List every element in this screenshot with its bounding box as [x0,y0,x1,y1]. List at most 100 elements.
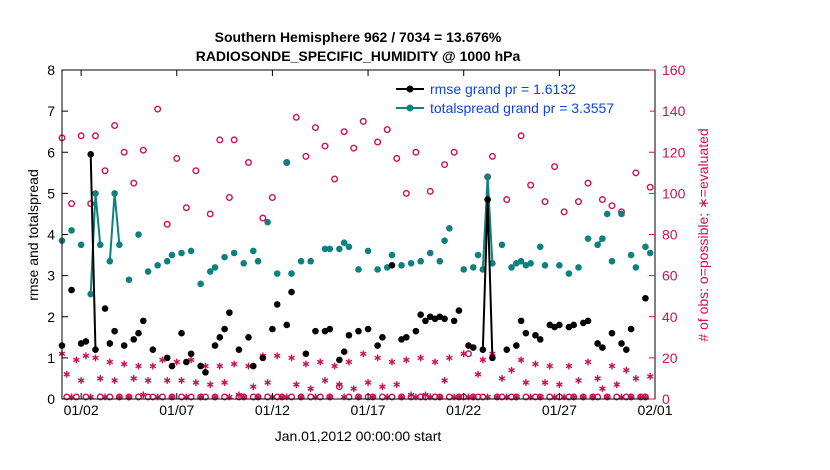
rmse-point [489,354,496,362]
obs-possible-point [498,393,506,401]
totalspread-point [575,264,582,271]
obs-evaluated-point [82,352,90,360]
rmse-point [484,196,491,203]
obs-possible-point [388,393,396,401]
totalspread-point [163,257,171,265]
rmse-point [235,346,243,353]
obs-possible-point [106,393,114,401]
x-tick-label: 02/01 [637,402,672,418]
totalspread-point [556,262,563,269]
obs-possible-point [230,136,238,144]
obs-evaluated-point [441,377,448,384]
rmse-point [623,346,630,353]
rmse-point [556,321,563,329]
obs-possible-point [154,105,162,113]
rmse-series [58,151,649,376]
obs-possible-point [111,122,119,130]
rmse-point [584,317,592,325]
y-axis-left-label: rmse and totalspread [25,169,41,301]
totalspread-point [474,251,482,259]
totalspread-point [340,239,348,247]
obs-evaluated-point [106,358,114,366]
rmse-point [450,317,458,325]
obs-evaluated-point [77,377,85,384]
obs-evaluated-point [403,356,410,364]
obs-evaluated-point [556,381,563,389]
obs-possible-point [613,393,621,401]
obs-possible-point [527,181,535,189]
obs-possible-point [68,200,76,208]
totalspread-point [398,262,405,269]
rmse-point [149,346,157,353]
obs-evaluated-point [522,379,530,386]
obs-possible-point [646,183,654,191]
y-right-tick-label: 80 [662,227,678,243]
totalspread-point [92,190,99,197]
rmse-point [340,348,348,356]
rmse-point [570,321,578,329]
obs-evaluated-point [178,377,185,384]
totalspread-point [599,235,606,242]
totalspread-point [565,270,573,277]
obs-possible-point [426,187,434,195]
obs-possible-point [541,198,549,206]
rmse-point [312,327,319,335]
chart-subtitle: RADIOSONDE_SPECIFIC_HUMIDITY @ 1000 hPa [196,48,521,64]
rmse-point [403,334,410,341]
obs-possible-point [77,132,85,140]
totalspread-point [221,253,228,261]
rmse-point [455,307,463,314]
rmse-point [269,325,276,333]
totalspread-point [264,218,271,226]
legend: rmse grand pr = 1.6132 totalspread grand… [392,80,650,122]
obs-possible-point [130,179,138,187]
totalspread-point [441,237,448,244]
totalspread-point [230,249,238,257]
obs-possible-point [445,393,453,401]
obs-possible-point [321,142,329,150]
totalspread-point [436,257,444,265]
rmse-point [168,362,176,370]
rmse-point [163,354,171,362]
totalspread-point [642,243,649,251]
obs-possible-point [82,393,90,401]
rmse-point [68,286,75,294]
totalspread-point [584,235,592,242]
totalspread-series [58,159,654,298]
obs-evaluated-point [221,379,228,386]
rmse-point [388,262,396,269]
obs-possible-point [565,393,573,401]
obs-possible-point [508,393,516,401]
obs-evaluated-point [135,362,142,370]
rmse-point [355,327,362,335]
totalspread-point [618,210,625,218]
obs-evaluated-point [273,352,281,360]
obs-evaluated-point [149,362,157,370]
x-axis-label: Jan.01,2012 00:00:00 start [275,428,442,444]
obs-possible-point [383,126,391,134]
obs-possible-point [479,393,487,401]
rmse-point [517,317,525,325]
rmse-point [422,317,429,325]
x-tick-label: 01/27 [542,402,577,418]
totalspread-point [206,268,214,275]
obs-possible-point [359,117,367,125]
totalspread-point [426,249,434,257]
rmse-point [288,288,295,296]
obs-evaluated-point [139,391,147,399]
obs-evaluated-point [192,379,200,386]
totalspread-point [498,241,506,249]
obs-possible-point [594,393,602,401]
y-right-tick-label: 120 [662,144,686,160]
obs-evaluated-point [517,356,525,364]
obs-evaluated-point [302,360,310,368]
obs-possible-point [187,393,195,401]
rmse-point [216,334,224,341]
y-axis-right-label: # of obs: o=possible; ∗=evaluated [695,128,711,341]
y-left-tick-label: 3 [47,268,55,284]
x-tick-label: 01/12 [255,402,290,418]
obs-evaluated-point [498,375,506,382]
obs-possible-point [546,393,554,401]
obs-evaluated-point [336,381,343,389]
obs-possible-point [378,393,386,401]
